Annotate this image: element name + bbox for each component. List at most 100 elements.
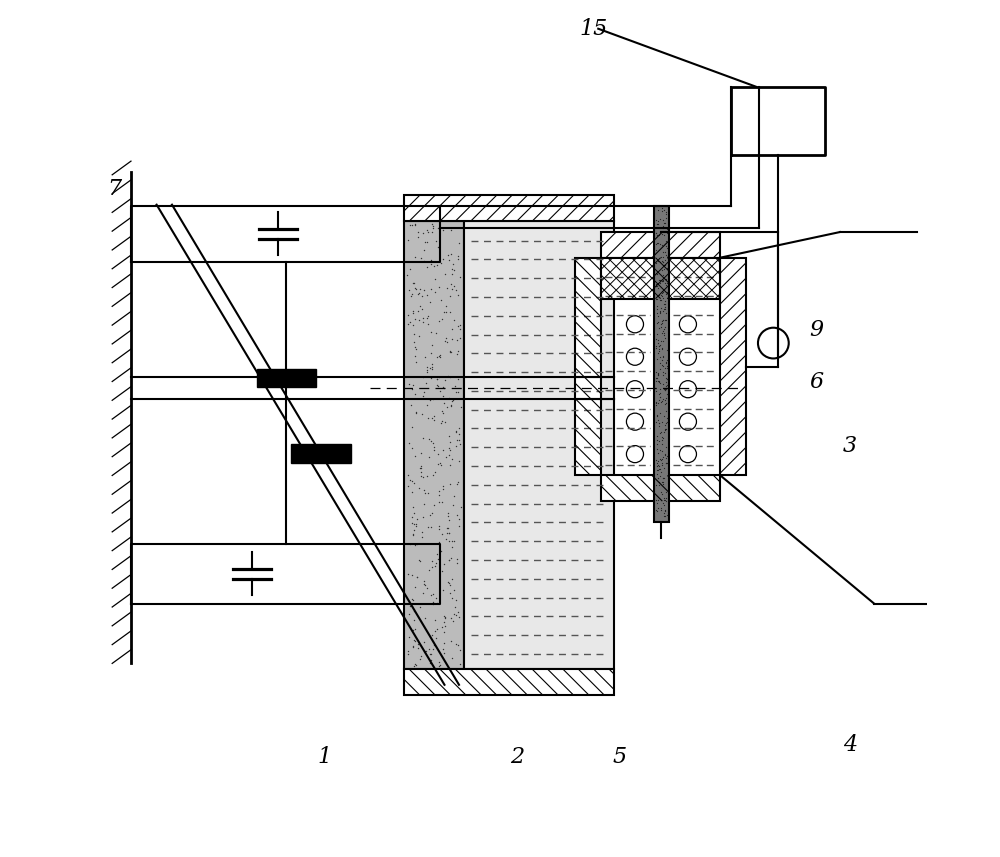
Point bbox=[427, 285, 443, 299]
Point bbox=[436, 626, 452, 639]
Point bbox=[444, 534, 460, 548]
Point bbox=[449, 333, 465, 347]
Point bbox=[655, 324, 671, 338]
Point bbox=[651, 343, 667, 357]
Point bbox=[451, 237, 467, 250]
Point bbox=[658, 278, 674, 291]
Point bbox=[648, 226, 664, 240]
Point bbox=[445, 393, 461, 407]
Point bbox=[400, 567, 416, 581]
Point bbox=[659, 411, 675, 424]
Point bbox=[659, 372, 675, 386]
Point bbox=[658, 456, 674, 470]
Point bbox=[444, 333, 460, 346]
Point bbox=[419, 581, 435, 595]
Point bbox=[404, 218, 420, 231]
Point bbox=[410, 641, 426, 655]
Point bbox=[407, 656, 423, 670]
Point bbox=[403, 289, 419, 303]
Bar bbox=[601, 476, 720, 501]
Point bbox=[653, 293, 669, 307]
Point bbox=[652, 390, 668, 404]
Point bbox=[648, 279, 664, 293]
Point bbox=[649, 292, 665, 306]
Point bbox=[452, 331, 468, 345]
Point bbox=[409, 571, 425, 584]
Point bbox=[651, 416, 667, 429]
Point bbox=[420, 317, 436, 331]
Point bbox=[659, 226, 675, 240]
Point bbox=[443, 278, 459, 291]
Point bbox=[402, 474, 418, 488]
Bar bbox=[291, 444, 351, 463]
Point bbox=[653, 501, 669, 515]
Point bbox=[448, 424, 464, 438]
Point bbox=[421, 450, 437, 464]
Point bbox=[654, 314, 670, 327]
Point bbox=[418, 376, 434, 390]
Point bbox=[431, 350, 447, 363]
Point bbox=[421, 432, 437, 446]
Point bbox=[653, 301, 669, 315]
Point bbox=[648, 333, 664, 346]
Point bbox=[423, 434, 439, 448]
Point bbox=[440, 575, 456, 589]
Point bbox=[427, 273, 443, 286]
Point bbox=[650, 464, 666, 477]
Point bbox=[411, 314, 427, 327]
Point bbox=[421, 642, 437, 656]
Point bbox=[439, 281, 455, 295]
Point bbox=[404, 420, 420, 434]
Point bbox=[412, 299, 428, 313]
Point bbox=[656, 425, 672, 439]
Point bbox=[422, 647, 438, 661]
Point bbox=[651, 321, 667, 335]
Point bbox=[649, 458, 665, 472]
Point bbox=[452, 657, 468, 671]
Point bbox=[434, 404, 450, 417]
Point bbox=[654, 430, 670, 444]
Point bbox=[452, 318, 468, 332]
Point bbox=[420, 411, 436, 424]
Point bbox=[402, 262, 418, 276]
Point bbox=[654, 205, 670, 219]
Point bbox=[411, 330, 427, 344]
Point bbox=[657, 448, 673, 462]
Point bbox=[653, 225, 669, 239]
Point bbox=[405, 623, 421, 637]
Point bbox=[651, 339, 667, 353]
Point bbox=[657, 366, 673, 380]
Point bbox=[423, 253, 439, 267]
Point bbox=[649, 236, 665, 249]
Point bbox=[658, 380, 674, 393]
Point bbox=[408, 519, 424, 533]
Point bbox=[437, 373, 453, 387]
Point bbox=[657, 383, 673, 397]
Point bbox=[655, 475, 671, 488]
Point bbox=[653, 288, 669, 302]
Point bbox=[650, 454, 666, 468]
Point bbox=[442, 345, 458, 359]
Point bbox=[407, 217, 423, 231]
Point bbox=[649, 352, 665, 366]
Point bbox=[428, 631, 444, 644]
Point bbox=[424, 217, 440, 231]
Point bbox=[447, 379, 463, 393]
Point bbox=[402, 315, 418, 329]
Point bbox=[652, 304, 668, 318]
Point bbox=[656, 328, 672, 342]
Point bbox=[450, 638, 466, 652]
Point bbox=[419, 289, 435, 303]
Point bbox=[654, 327, 670, 340]
Point bbox=[424, 225, 440, 239]
Point bbox=[652, 406, 668, 420]
Point bbox=[657, 297, 673, 310]
Point bbox=[649, 463, 665, 476]
Point bbox=[426, 413, 442, 427]
Point bbox=[416, 255, 432, 268]
Point bbox=[400, 647, 416, 661]
Point bbox=[414, 524, 430, 538]
Point bbox=[431, 536, 447, 549]
Point bbox=[654, 274, 670, 288]
Point bbox=[648, 504, 664, 518]
